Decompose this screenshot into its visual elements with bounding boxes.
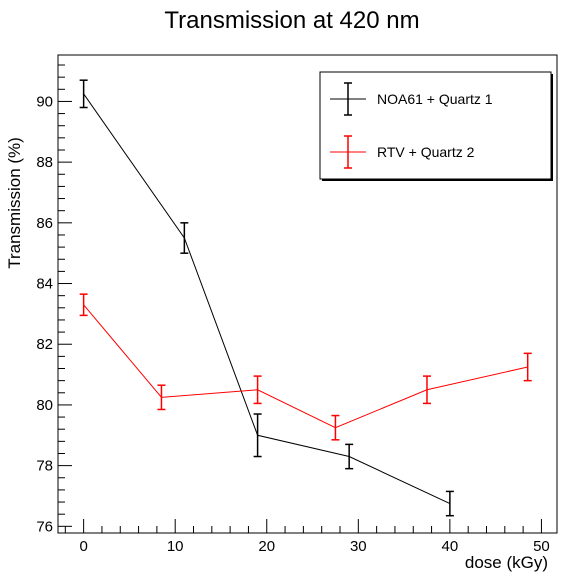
- data-point: [83, 93, 85, 95]
- y-tick-label: 80: [36, 397, 53, 414]
- data-point: [183, 237, 185, 239]
- data-point: [527, 366, 529, 368]
- x-axis-label: dose (kGy): [465, 553, 548, 572]
- plot-area: 0 10 20 30 40 50 76 78 80 82 84 86 88 90 NOA61 + Quart…: [36, 54, 558, 555]
- data-point: [257, 434, 259, 436]
- x-tick-label: 0: [79, 538, 87, 555]
- data-point: [348, 456, 350, 458]
- x-tick-label: 30: [350, 538, 367, 555]
- y-tick-label: 78: [36, 458, 53, 475]
- x-tick-label: 20: [258, 538, 275, 555]
- data-point: [426, 389, 428, 391]
- data-point: [449, 503, 451, 505]
- series-line-2: [83, 304, 528, 429]
- data-point: [160, 396, 162, 398]
- y-axis-label: Transmission (%): [5, 137, 24, 269]
- x-tick-label: 50: [533, 538, 550, 555]
- y-tick-label: 84: [36, 276, 53, 293]
- x-tick-label: 10: [167, 538, 184, 555]
- legend-label: RTV + Quartz 2: [377, 144, 475, 160]
- chart-title: Transmission at 420 nm: [164, 7, 419, 34]
- legend-label: NOA61 + Quartz 1: [377, 91, 493, 107]
- data-point: [334, 427, 336, 429]
- y-tick-label: 88: [36, 154, 53, 171]
- plot-frame: [57, 54, 558, 534]
- y-tick-label: 82: [36, 336, 53, 353]
- y-tick-label: 76: [36, 518, 53, 535]
- data-point: [83, 304, 85, 306]
- x-tick-label: 40: [442, 538, 459, 555]
- legend-box: [319, 71, 552, 180]
- y-tick-label: 90: [36, 93, 53, 110]
- y-tick-label: 86: [36, 215, 53, 232]
- data-point: [257, 389, 259, 391]
